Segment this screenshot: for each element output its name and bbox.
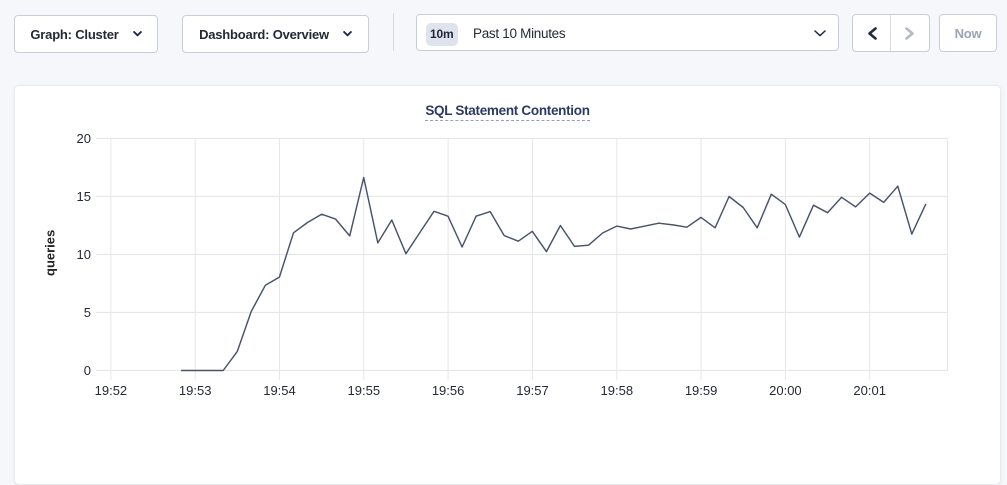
svg-text:20:00: 20:00: [769, 383, 802, 398]
svg-text:0: 0: [84, 363, 91, 378]
svg-text:19:54: 19:54: [263, 383, 296, 398]
svg-text:19:53: 19:53: [179, 383, 212, 398]
svg-text:20:01: 20:01: [853, 383, 886, 398]
svg-text:queries: queries: [43, 230, 58, 276]
svg-text:19:57: 19:57: [516, 383, 549, 398]
svg-text:19:59: 19:59: [685, 383, 718, 398]
svg-text:20: 20: [77, 131, 91, 146]
svg-text:5: 5: [84, 305, 91, 320]
svg-text:19:52: 19:52: [95, 383, 128, 398]
svg-text:19:56: 19:56: [432, 383, 465, 398]
svg-text:15: 15: [77, 189, 91, 204]
svg-text:19:55: 19:55: [348, 383, 381, 398]
svg-text:10: 10: [77, 247, 91, 262]
svg-text:19:58: 19:58: [601, 383, 634, 398]
